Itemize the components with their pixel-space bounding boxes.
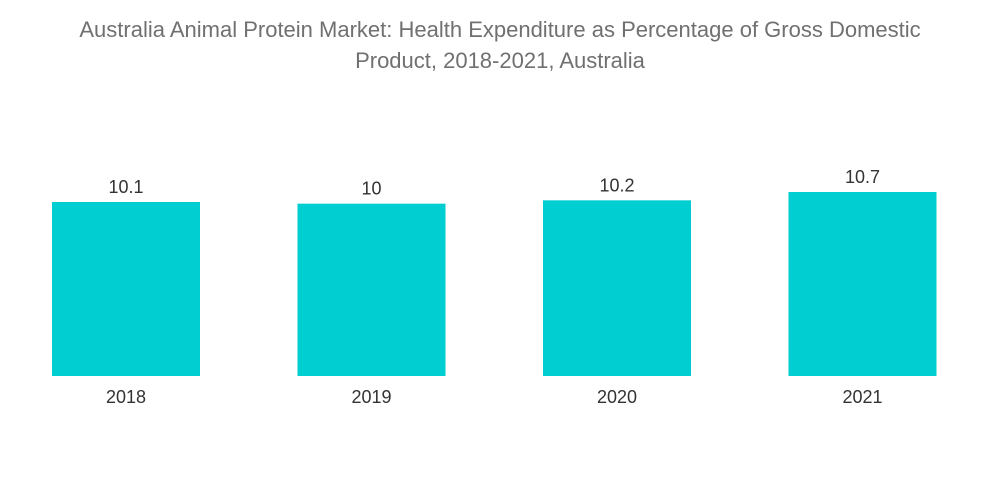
value-label-2018: 10.1 [108, 177, 143, 197]
x-axis-tick-labels: 2018 2019 2020 2021 [106, 387, 883, 407]
x-tick-2019: 2019 [351, 387, 391, 407]
chart-title: Australia Animal Protein Market: Health … [0, 14, 1000, 76]
chart-title-line-2: Product, 2018-2021, Australia [355, 48, 645, 73]
bar-2020 [543, 200, 691, 376]
bar-2021 [788, 192, 937, 376]
value-label-2020: 10.2 [599, 175, 634, 195]
bars-group [52, 192, 937, 376]
value-label-2019: 10 [361, 179, 381, 199]
chart-title-line-1: Australia Animal Protein Market: Health … [79, 17, 921, 42]
x-tick-2020: 2020 [597, 387, 637, 407]
bar-2019 [297, 203, 446, 376]
value-label-2021: 10.7 [845, 167, 880, 187]
value-labels-group: 10.1 10 10.2 10.7 [108, 167, 880, 199]
x-tick-2018: 2018 [106, 387, 146, 407]
bar-2018 [52, 202, 200, 376]
x-tick-2021: 2021 [842, 387, 882, 407]
